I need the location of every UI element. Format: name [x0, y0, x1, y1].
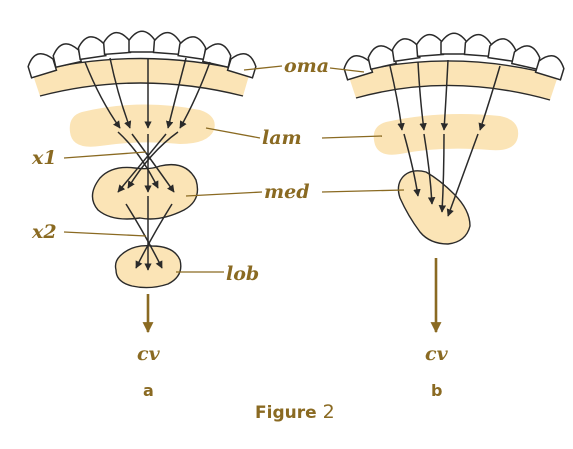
- ommatidia-facets-a: [27, 30, 257, 79]
- panel-label-a: a: [143, 381, 154, 400]
- ommatidium-facet: [415, 33, 445, 58]
- ommatidium-facet: [77, 36, 107, 61]
- leader-oma-b: [329, 67, 365, 73]
- medulla-b: [397, 170, 471, 245]
- fibers-chiasm-x1: [117, 131, 179, 193]
- figure-caption: Figure 2: [255, 401, 335, 423]
- lamina-b: [373, 114, 519, 155]
- label-lob: lob: [226, 263, 259, 285]
- ommatidium-facet: [391, 38, 421, 63]
- ommatidium-facet: [440, 32, 468, 55]
- fibers-retina-lamina-a: [84, 57, 211, 129]
- caption-word: Figure: [255, 403, 317, 423]
- retina-band-b: [348, 60, 558, 100]
- medulla-a: [91, 163, 199, 220]
- label-cv-b: cv: [425, 343, 449, 365]
- lamina-a: [69, 104, 215, 147]
- ommatidia-facets-b: [343, 32, 565, 81]
- panel-label-b: b: [431, 381, 442, 400]
- leader-med-a: [185, 191, 263, 197]
- ommatidium-facet: [487, 38, 517, 63]
- ommatidium-facet: [152, 31, 182, 56]
- leader-med-b: [321, 189, 405, 193]
- ommatidium-facet: [463, 33, 493, 58]
- leader-oma-a: [243, 65, 283, 71]
- ommatidium-facet: [128, 30, 156, 53]
- ommatidium-facet: [534, 54, 565, 81]
- panel-a: [27, 30, 283, 334]
- caption-number: 2: [323, 401, 335, 423]
- label-med: med: [264, 181, 309, 203]
- ommatidium-facet: [510, 45, 541, 71]
- ommatidium-facet: [177, 36, 207, 61]
- label-x2: x2: [31, 221, 57, 243]
- leader-lam-a: [205, 127, 261, 139]
- label-oma: oma: [284, 55, 329, 77]
- label-lam: lam: [262, 127, 302, 149]
- leader-lam-b: [321, 135, 383, 139]
- label-cv-a: cv: [137, 343, 161, 365]
- fibers-b: [389, 59, 501, 217]
- ommatidium-facet: [201, 43, 232, 69]
- ommatidium-facet: [102, 31, 132, 56]
- ommatidium-facet: [27, 52, 58, 79]
- ommatidium-facet: [226, 52, 257, 79]
- leader-x2: [63, 231, 147, 237]
- leader-x1: [63, 151, 147, 159]
- panel-b: [321, 32, 565, 334]
- label-x1: x1: [31, 147, 57, 169]
